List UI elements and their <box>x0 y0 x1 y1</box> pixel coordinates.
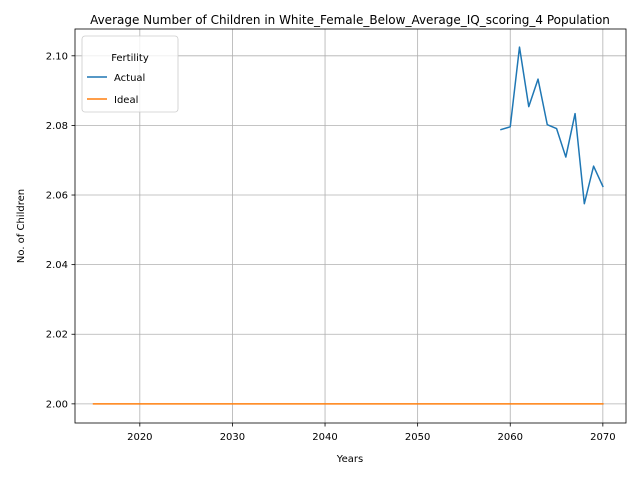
y-tick-label: 2.04 <box>46 260 68 271</box>
x-tick-label: 2020 <box>127 432 152 443</box>
y-tick-label: 2.06 <box>46 191 68 202</box>
y-axis-label: No. of Children <box>16 189 27 263</box>
legend-box <box>81 35 179 113</box>
y-tick-label: 2.10 <box>46 51 68 62</box>
x-tick-label: 2070 <box>590 432 615 443</box>
series-lines <box>92 46 604 405</box>
chart-title: Average Number of Children in White_Fema… <box>90 13 610 27</box>
y-tick-label: 2.08 <box>46 121 68 132</box>
x-tick-label: 2060 <box>498 432 523 443</box>
y-tick-label: 2.00 <box>46 399 68 410</box>
x-tick-label: 2040 <box>312 432 337 443</box>
legend-label-ideal: Ideal <box>114 95 138 106</box>
plot-frame <box>74 28 627 424</box>
x-tick-label: 2050 <box>405 432 430 443</box>
x-tick-label: 2030 <box>220 432 245 443</box>
legend-label-actual: Actual <box>114 73 145 84</box>
x-axis-label: Years <box>336 454 363 465</box>
series-line-actual <box>500 46 604 205</box>
y-tick-label: 2.02 <box>46 330 68 341</box>
legend-title: Fertility <box>111 53 149 64</box>
legend: Fertility Actual Ideal <box>81 35 179 113</box>
axis-ticks: 2020 2030 2040 2050 2060 2070 2.00 2.02 2.04 2.06… <box>46 51 616 443</box>
